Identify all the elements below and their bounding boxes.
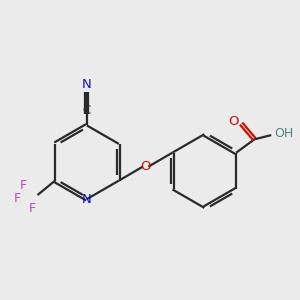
Text: O: O	[228, 115, 239, 128]
Text: N: N	[82, 193, 92, 206]
Text: O: O	[140, 160, 151, 173]
Text: F: F	[29, 202, 36, 215]
Text: F: F	[20, 179, 27, 192]
Text: F: F	[14, 192, 21, 205]
Text: N: N	[82, 78, 92, 91]
Text: OH: OH	[274, 127, 293, 140]
Text: C: C	[83, 104, 91, 117]
